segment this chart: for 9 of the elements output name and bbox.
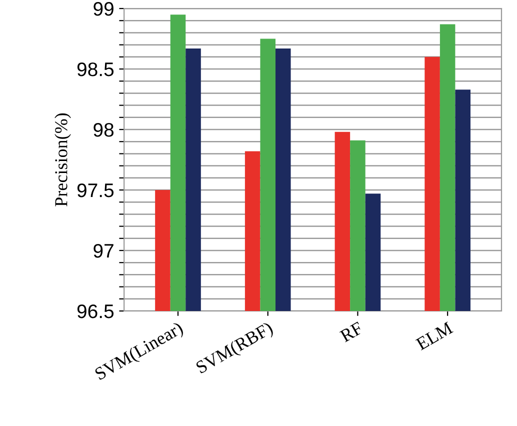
y-tick-label: 98.5 — [77, 62, 114, 76]
y-axis-title: Precision(%) — [54, 113, 71, 206]
y-tick-label: 98 — [94, 122, 114, 137]
y-tick-label: 97 — [94, 244, 114, 258]
y-tick-label: 97.5 — [77, 183, 114, 198]
y-tick-label: 99 — [94, 2, 114, 16]
y-tick-label: 96.5 — [77, 304, 114, 318]
x-tick-label: ELM — [415, 322, 454, 350]
x-tick-label: RF — [339, 322, 364, 342]
